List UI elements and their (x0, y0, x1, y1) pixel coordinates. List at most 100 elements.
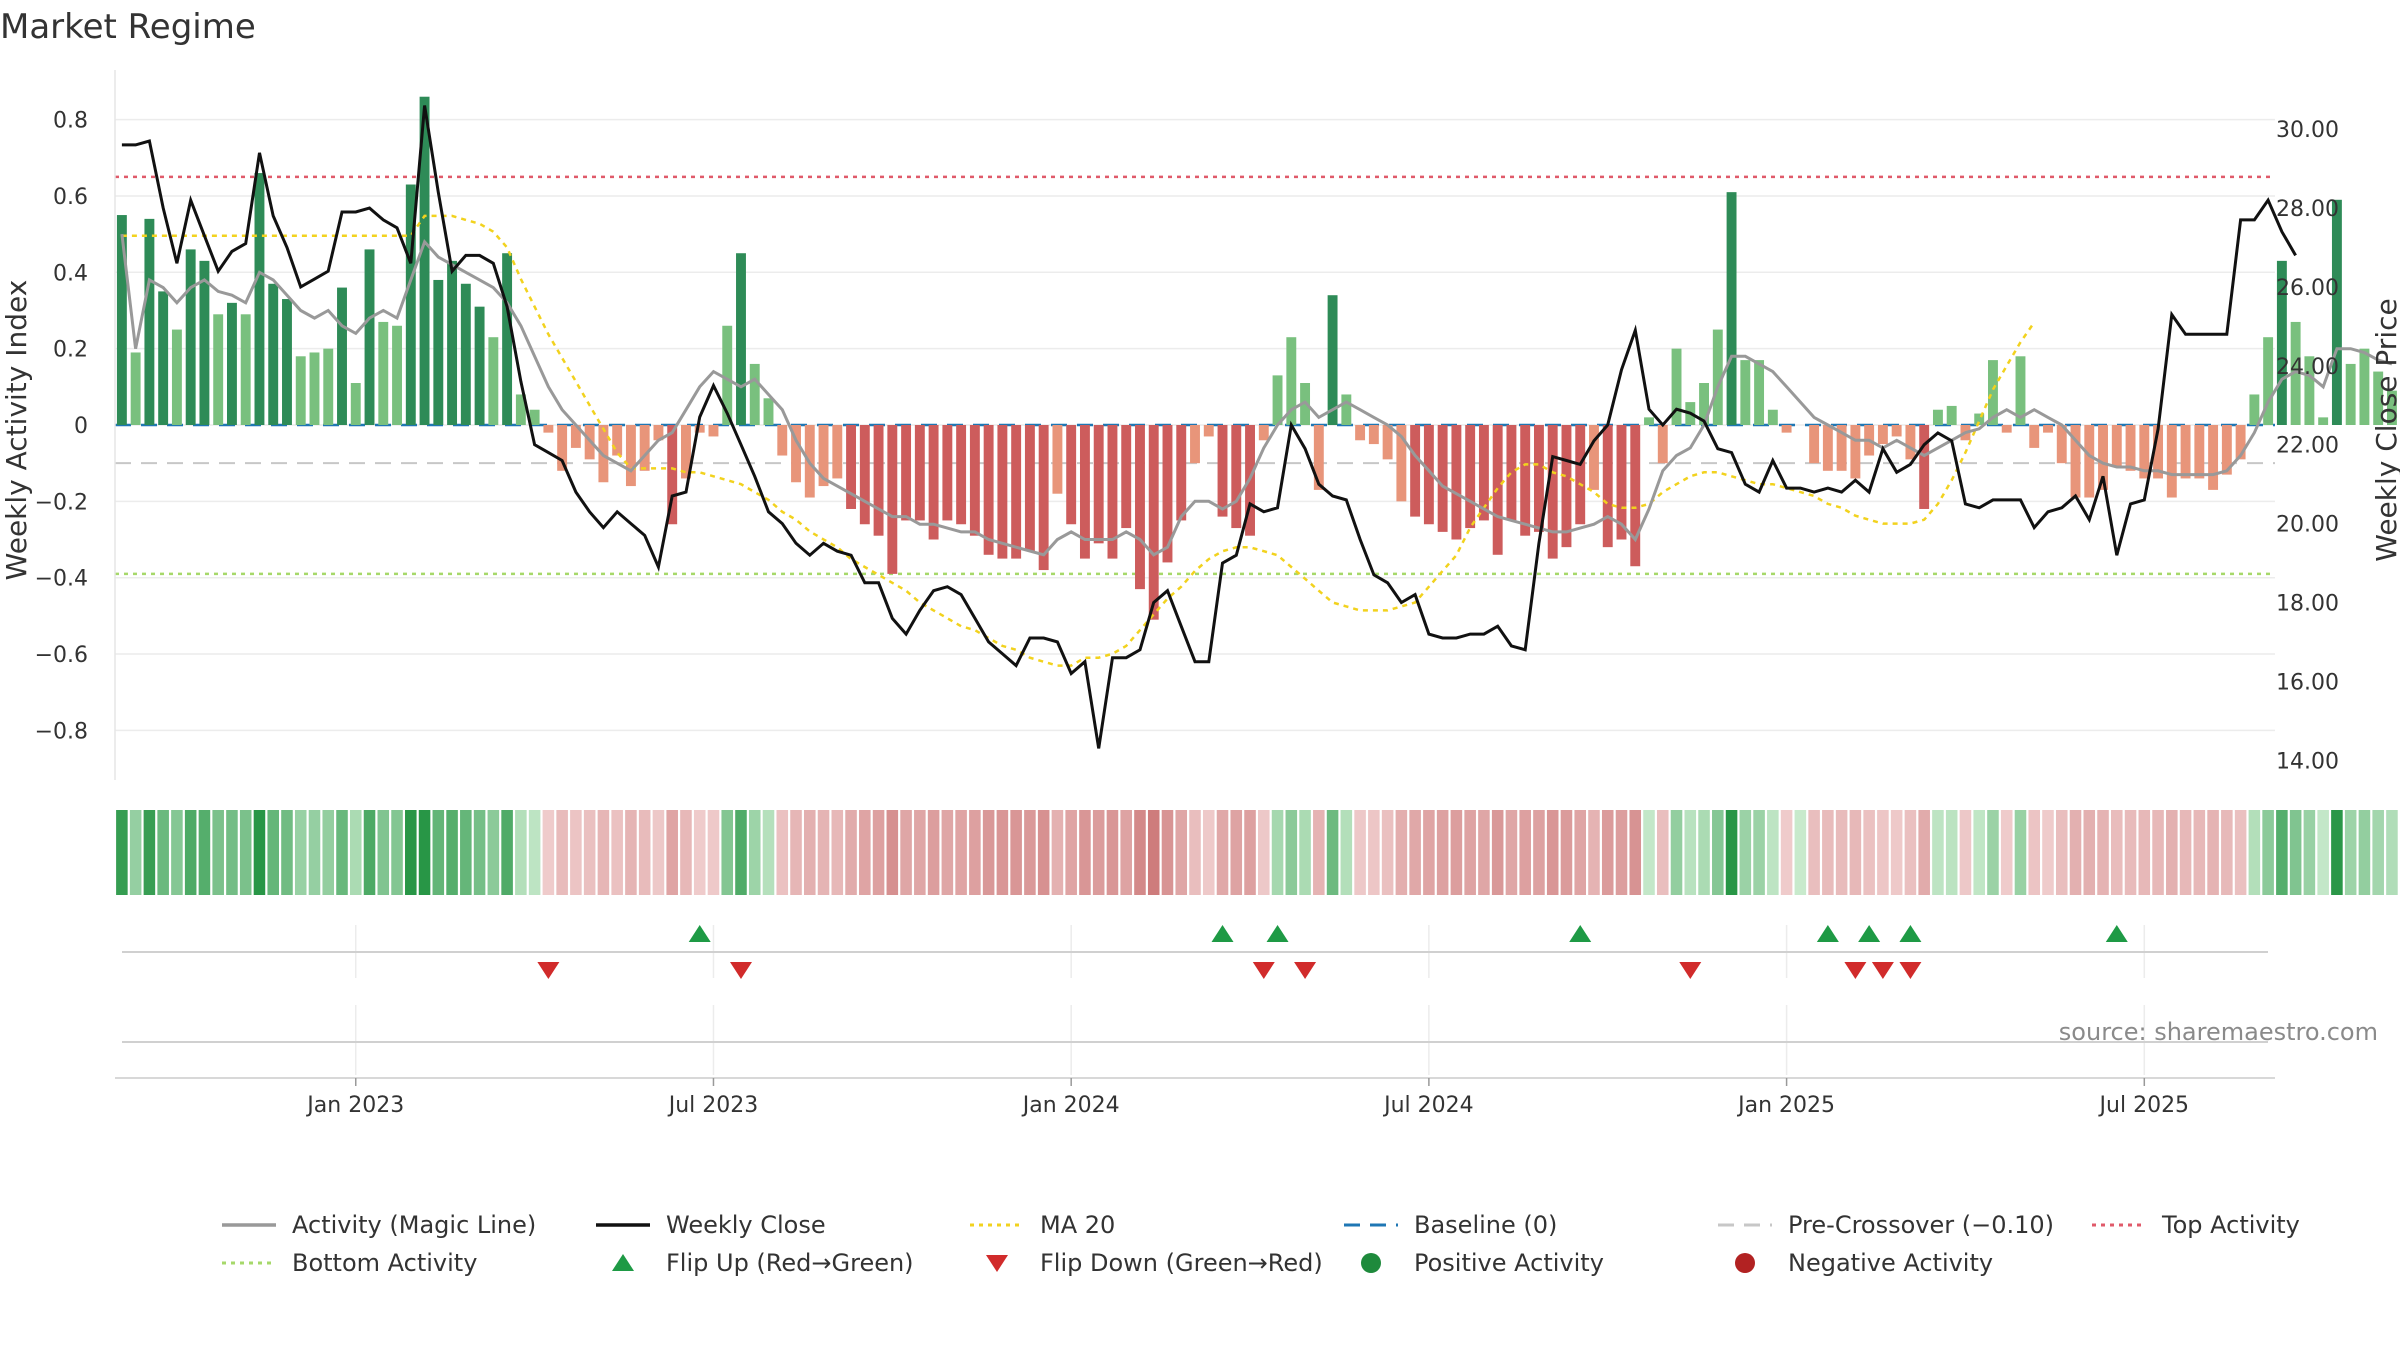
activity-bar (1231, 425, 1242, 529)
activity-bar (1203, 425, 1214, 437)
regime-cell (2358, 810, 2371, 895)
regime-cell (2303, 810, 2316, 895)
x-axis: Jan 2023 Jul 2023 Jan 2024 Jul 2024 Jan 2025… (115, 1077, 2275, 1118)
regime-cell (1092, 810, 1105, 895)
y-right-tick-label: 16.00 (2276, 670, 2339, 695)
flip-down-marker (1252, 962, 1275, 979)
legend-label: Pre-Crossover (−0.10) (1788, 1211, 2054, 1239)
regime-cell (1918, 810, 1930, 895)
activity-bar (1809, 425, 1820, 464)
activity-bar (928, 425, 939, 540)
legend-label: Weekly Close (666, 1211, 826, 1239)
regime-cell (886, 810, 899, 895)
regime-cell (693, 810, 706, 895)
regime-cell (831, 810, 844, 895)
activity-bar (557, 425, 568, 471)
regime-cell (1767, 810, 1779, 895)
regime-cell (501, 810, 513, 895)
regime-cell (1202, 810, 1215, 895)
activity-bar (2276, 260, 2287, 425)
regime-cell (625, 810, 637, 895)
regime-cell (2331, 810, 2343, 895)
activity-bar (1767, 409, 1778, 425)
regime-cell (1051, 810, 1064, 895)
regime-cell (845, 810, 857, 895)
regime-cell (2069, 810, 2082, 895)
activity-bar (392, 325, 402, 425)
ma20-line (121, 214, 2036, 667)
activity-bar (309, 352, 320, 425)
flip-up-marker (2105, 925, 2128, 942)
flip-down-marker (1679, 962, 1702, 979)
activity-bar (1644, 417, 1654, 425)
y-axis-left-label: Weekly Activity Index (0, 280, 33, 581)
regime-cell (129, 810, 142, 895)
activity-bar (1561, 425, 1572, 548)
flip-down-marker (1871, 962, 1894, 979)
x-tick-label: Jul 2023 (667, 1093, 759, 1118)
activity-bar (1602, 425, 1613, 548)
x-tick-label: Jan 2024 (1021, 1093, 1120, 1118)
activity-bar (2331, 199, 2342, 425)
activity-bar (667, 425, 678, 525)
flip-up-marker (688, 925, 711, 942)
regime-cell (2289, 810, 2302, 895)
regime-cell (2276, 810, 2288, 895)
regime-cell (1739, 810, 1752, 895)
activity-bar (997, 425, 1008, 559)
activity-bar (722, 325, 733, 425)
activity-bar (901, 425, 912, 521)
regime-cell (1670, 810, 1683, 895)
activity-bar (1190, 425, 1200, 464)
legend-label: Top Activity (2161, 1211, 2300, 1239)
regime-cell (1643, 810, 1655, 895)
regime-cell (405, 810, 417, 895)
activity-bar (859, 425, 870, 525)
y-right-tick-label: 30.00 (2276, 118, 2339, 143)
legend-label: Negative Activity (1788, 1249, 1993, 1277)
flip-down-marker (1899, 962, 1922, 979)
activity-bar (1465, 425, 1476, 529)
activity-bar (364, 249, 375, 425)
regime-cell (2207, 810, 2219, 895)
regime-cell (1835, 810, 1848, 895)
regime-cell (803, 810, 816, 895)
regime-cell (1615, 810, 1628, 895)
regime-cell (666, 810, 678, 895)
activity-bar (1355, 425, 1366, 441)
activity-bar (694, 425, 705, 433)
activity-bar (791, 425, 801, 483)
activity-bar (1575, 425, 1586, 525)
activity-bar (625, 425, 636, 487)
y-right-tick-label: 22.00 (2276, 434, 2339, 459)
legend-label: MA 20 (1040, 1211, 1115, 1239)
regime-cell (2262, 810, 2274, 895)
regime-cell (2152, 810, 2164, 895)
regime-cell (1904, 810, 1917, 895)
legend-label: Flip Up (Red→Green) (666, 1249, 914, 1277)
regime-cell (2317, 810, 2329, 895)
activity-bar (612, 425, 623, 456)
regime-cell (363, 810, 376, 895)
activity-bar (2235, 425, 2246, 460)
activity-bar (1313, 425, 1324, 490)
activity-bar (1410, 425, 1421, 517)
regime-cell (184, 810, 197, 895)
regime-cell (349, 810, 362, 895)
regime-cell (1189, 810, 1201, 895)
flip-up-marker (1266, 925, 1289, 942)
activity-bar (529, 409, 540, 425)
flip-up-marker (1816, 925, 1839, 942)
activity-bar (1905, 425, 1916, 460)
axes: 0.8 0.6 0.4 0.2 0 −0.2 −0.4 −0.6 −0.8 30.00 28.00 2… (35, 70, 2339, 780)
regime-cell (1601, 810, 1614, 895)
regime-cell (2097, 810, 2109, 895)
activity-bar (213, 314, 224, 425)
activity-bar (942, 425, 953, 521)
activity-bar (956, 425, 967, 525)
x-tick-label: Jan 2023 (305, 1093, 404, 1118)
activity-bar (1671, 348, 1682, 425)
regime-cell (611, 810, 623, 895)
activity-bar (1699, 383, 1709, 425)
regime-cell (281, 810, 293, 895)
